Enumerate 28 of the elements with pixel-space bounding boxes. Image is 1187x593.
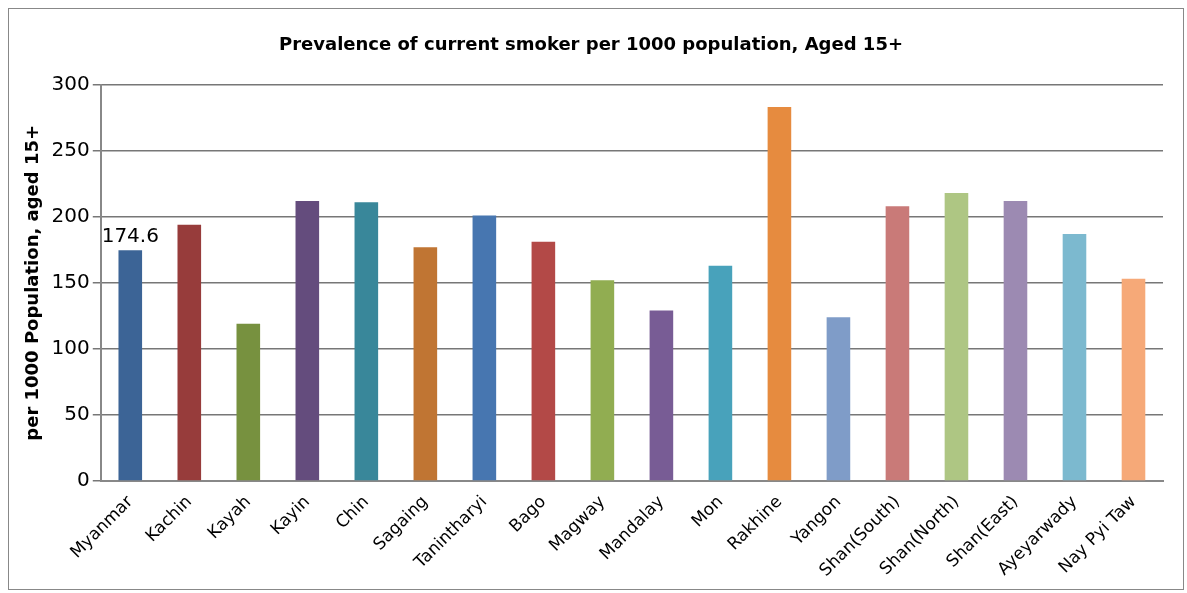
y-tick-label: 50: [64, 401, 90, 426]
bar: [944, 192, 969, 481]
bar: [1121, 278, 1146, 481]
bar: [354, 202, 379, 481]
bar: [413, 247, 438, 481]
bar: [708, 265, 733, 481]
bar: [118, 250, 143, 481]
data-label: 174.6: [101, 222, 159, 247]
chart-title: Prevalence of current smoker per 1000 population, Aged 15+: [279, 33, 903, 55]
y-tick-label: 250: [51, 136, 90, 161]
y-tick-label: 200: [51, 202, 90, 227]
bar: [649, 310, 674, 481]
bar: [177, 224, 202, 481]
bar: [826, 317, 851, 481]
bar: [236, 323, 261, 481]
bar: [885, 206, 910, 481]
y-axis-title: per 1000 Population, aged 15+: [21, 124, 43, 441]
bar: [295, 200, 320, 481]
bar: [1003, 200, 1028, 481]
y-tick-label: 0: [77, 467, 90, 492]
bar: [767, 107, 792, 481]
bar: [472, 215, 497, 481]
y-tick-label: 300: [51, 70, 90, 95]
bar: [531, 241, 556, 481]
bar: [590, 280, 615, 481]
y-tick-label: 150: [51, 269, 90, 294]
y-tick-label: 100: [51, 335, 90, 360]
bar: [1062, 233, 1087, 481]
